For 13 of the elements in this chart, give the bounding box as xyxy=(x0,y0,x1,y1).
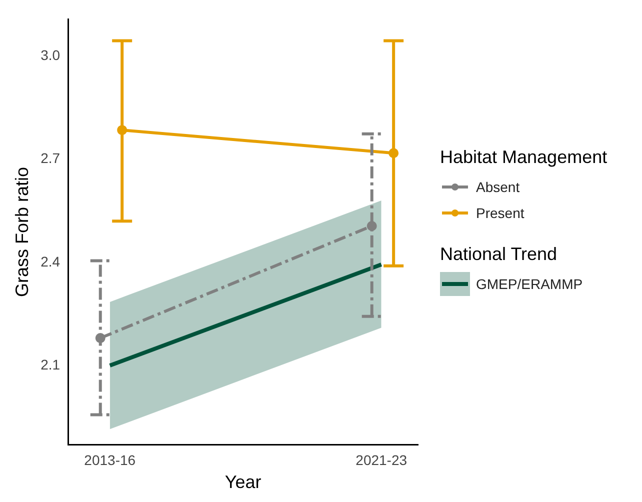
y-tick-label: 3.0 xyxy=(40,47,60,64)
y-axis-title: Grass Forb ratio xyxy=(12,166,32,298)
y-tick-label: 2.4 xyxy=(40,253,60,270)
y-tick-label: 2.1 xyxy=(40,356,60,372)
x-tick-label: 2013-16 xyxy=(84,452,136,468)
legend-label: GMEP/ERAMMP xyxy=(476,276,583,292)
x-axis-title: Year xyxy=(224,472,262,492)
text: National Trend xyxy=(440,244,558,264)
legend-label: Absent xyxy=(476,179,520,195)
y-tick-label: 2.7 xyxy=(40,150,60,166)
text: Habitat Management xyxy=(440,147,608,167)
x-tick-label: 2021-23 xyxy=(356,452,408,468)
legend-label: Present xyxy=(476,205,524,221)
